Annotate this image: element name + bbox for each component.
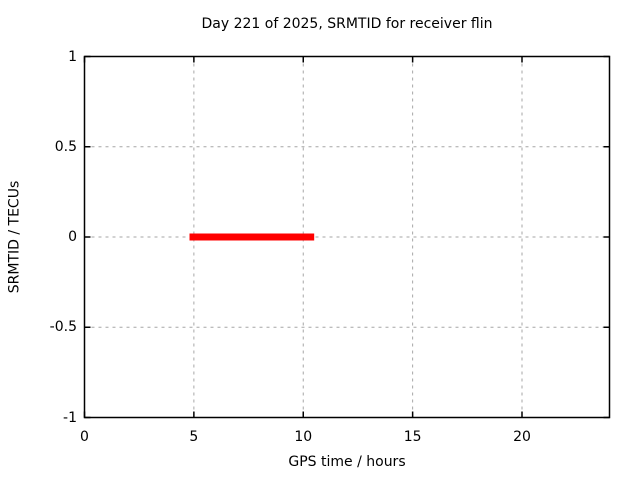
plot-border — [83, 55, 611, 419]
chart-title: Day 221 of 2025, SRMTID for receiver fli… — [201, 16, 493, 32]
x-tick-label: 15 — [403, 429, 422, 445]
x-axis-label: GPS time / hours — [288, 454, 406, 470]
x-tick-label: 20 — [513, 429, 531, 445]
y-tick-label: -1 — [63, 409, 77, 426]
x-tick-label: 5 — [189, 429, 199, 445]
x-tick-label: 0 — [80, 429, 89, 445]
y-tick-label: 1 — [68, 48, 77, 65]
y-tick-label: 0.5 — [54, 138, 77, 155]
y-tick-label: -0.5 — [49, 319, 77, 336]
x-tick-label: 10 — [294, 429, 313, 445]
y-tick-label: 0 — [68, 229, 77, 245]
